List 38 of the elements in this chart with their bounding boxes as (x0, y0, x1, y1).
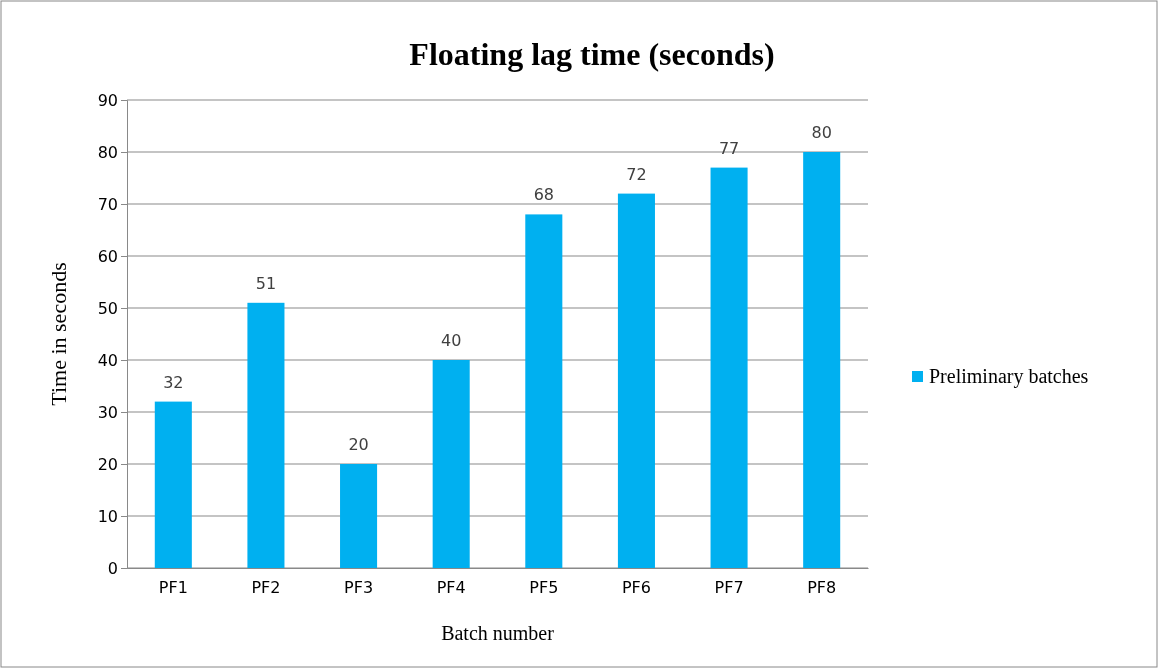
x-tick-label: PF3 (344, 578, 374, 598)
bar (154, 401, 192, 568)
y-tick-label: 80 (97, 142, 118, 162)
y-tick-label: 60 (97, 246, 118, 266)
data-label: 51 (255, 273, 277, 293)
data-label: 80 (811, 123, 832, 142)
x-tick-label: PF1 (158, 578, 188, 598)
bar (803, 152, 841, 568)
y-tick-label: 90 (97, 90, 118, 110)
bar (432, 360, 470, 568)
y-tick-label: 40 (97, 350, 118, 370)
bar (340, 464, 378, 568)
x-axis-title: Batch number (441, 622, 555, 644)
data-label: 32 (163, 372, 184, 392)
x-tick-label: PF7 (714, 578, 744, 598)
x-tick-label: PF4 (436, 578, 466, 598)
y-tick-label: 30 (97, 402, 118, 422)
y-tick-label: 50 (97, 298, 118, 318)
data-label: 40 (441, 331, 462, 350)
x-tick-label: PF6 (621, 578, 651, 598)
data-label: 77 (718, 138, 740, 158)
y-tick-label: 10 (97, 506, 118, 526)
bar (525, 214, 563, 568)
bar (617, 193, 655, 568)
data-label: 68 (533, 185, 554, 205)
y-tick-label: 20 (97, 454, 118, 474)
bar (710, 167, 748, 568)
bar (247, 302, 285, 568)
y-axis-title: Time in seconds (46, 262, 71, 406)
data-label: 72 (626, 164, 647, 184)
chart-title: Floating lag time (seconds) (409, 36, 775, 72)
legend-label: Preliminary batches (929, 365, 1089, 388)
data-label: 20 (348, 435, 369, 454)
y-tick-label: 0 (107, 558, 118, 578)
x-tick-label: PF2 (251, 578, 281, 598)
x-tick-label: PF8 (807, 578, 837, 598)
y-tick-label: 70 (97, 194, 118, 214)
x-tick-label: PF5 (529, 578, 559, 598)
